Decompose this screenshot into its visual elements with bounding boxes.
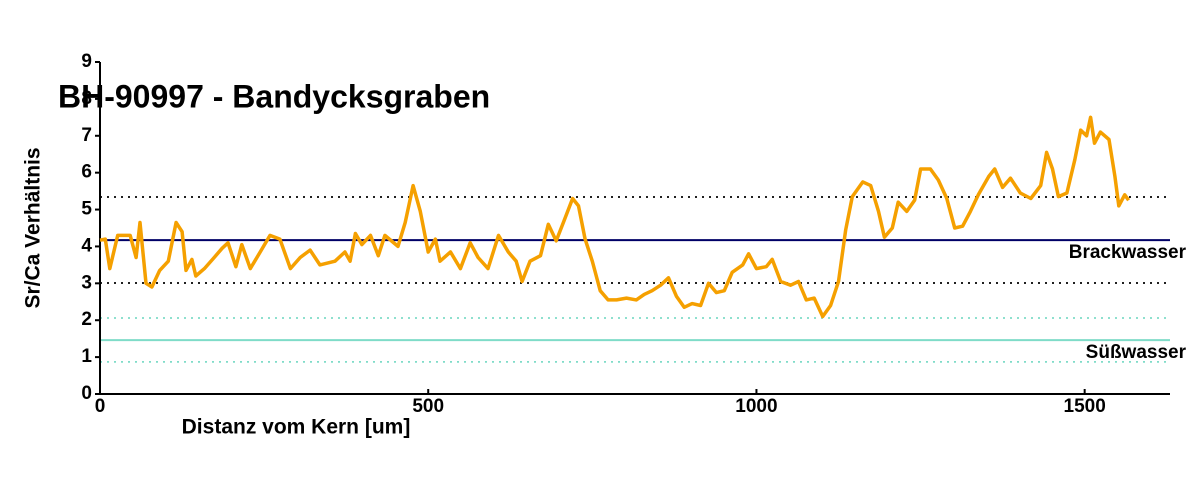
y-tick-label: 8 <box>81 88 92 109</box>
reference-label: Süßwasser <box>1086 342 1187 363</box>
y-tick-label: 5 <box>81 199 92 220</box>
chart-title: BH-90997 - Bandycksgraben <box>58 78 490 114</box>
y-tick-label: 7 <box>81 125 92 146</box>
x-tick-label: 0 <box>95 396 106 417</box>
y-tick-label: 2 <box>81 309 92 330</box>
data-line <box>99 115 1131 319</box>
y-tick-label: 1 <box>81 346 92 367</box>
y-tick-label: 0 <box>81 383 92 404</box>
x-tick-label: 1000 <box>735 396 777 417</box>
x-axis-label: Distanz vom Kern [um] <box>182 416 411 439</box>
x-tick-label: 500 <box>412 396 444 417</box>
reference-label: Brackwasser <box>1069 242 1187 263</box>
y-tick-label: 4 <box>81 235 92 256</box>
y-tick-label: 6 <box>81 162 92 183</box>
x-tick-label: 1500 <box>1064 396 1106 417</box>
y-tick-label: 3 <box>81 272 92 293</box>
y-tick-label: 9 <box>81 51 92 72</box>
y-axis-label: Sr/Ca Verhältnis <box>22 147 45 308</box>
